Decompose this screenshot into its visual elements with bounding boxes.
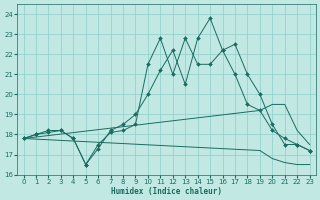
X-axis label: Humidex (Indice chaleur): Humidex (Indice chaleur) bbox=[111, 187, 222, 196]
